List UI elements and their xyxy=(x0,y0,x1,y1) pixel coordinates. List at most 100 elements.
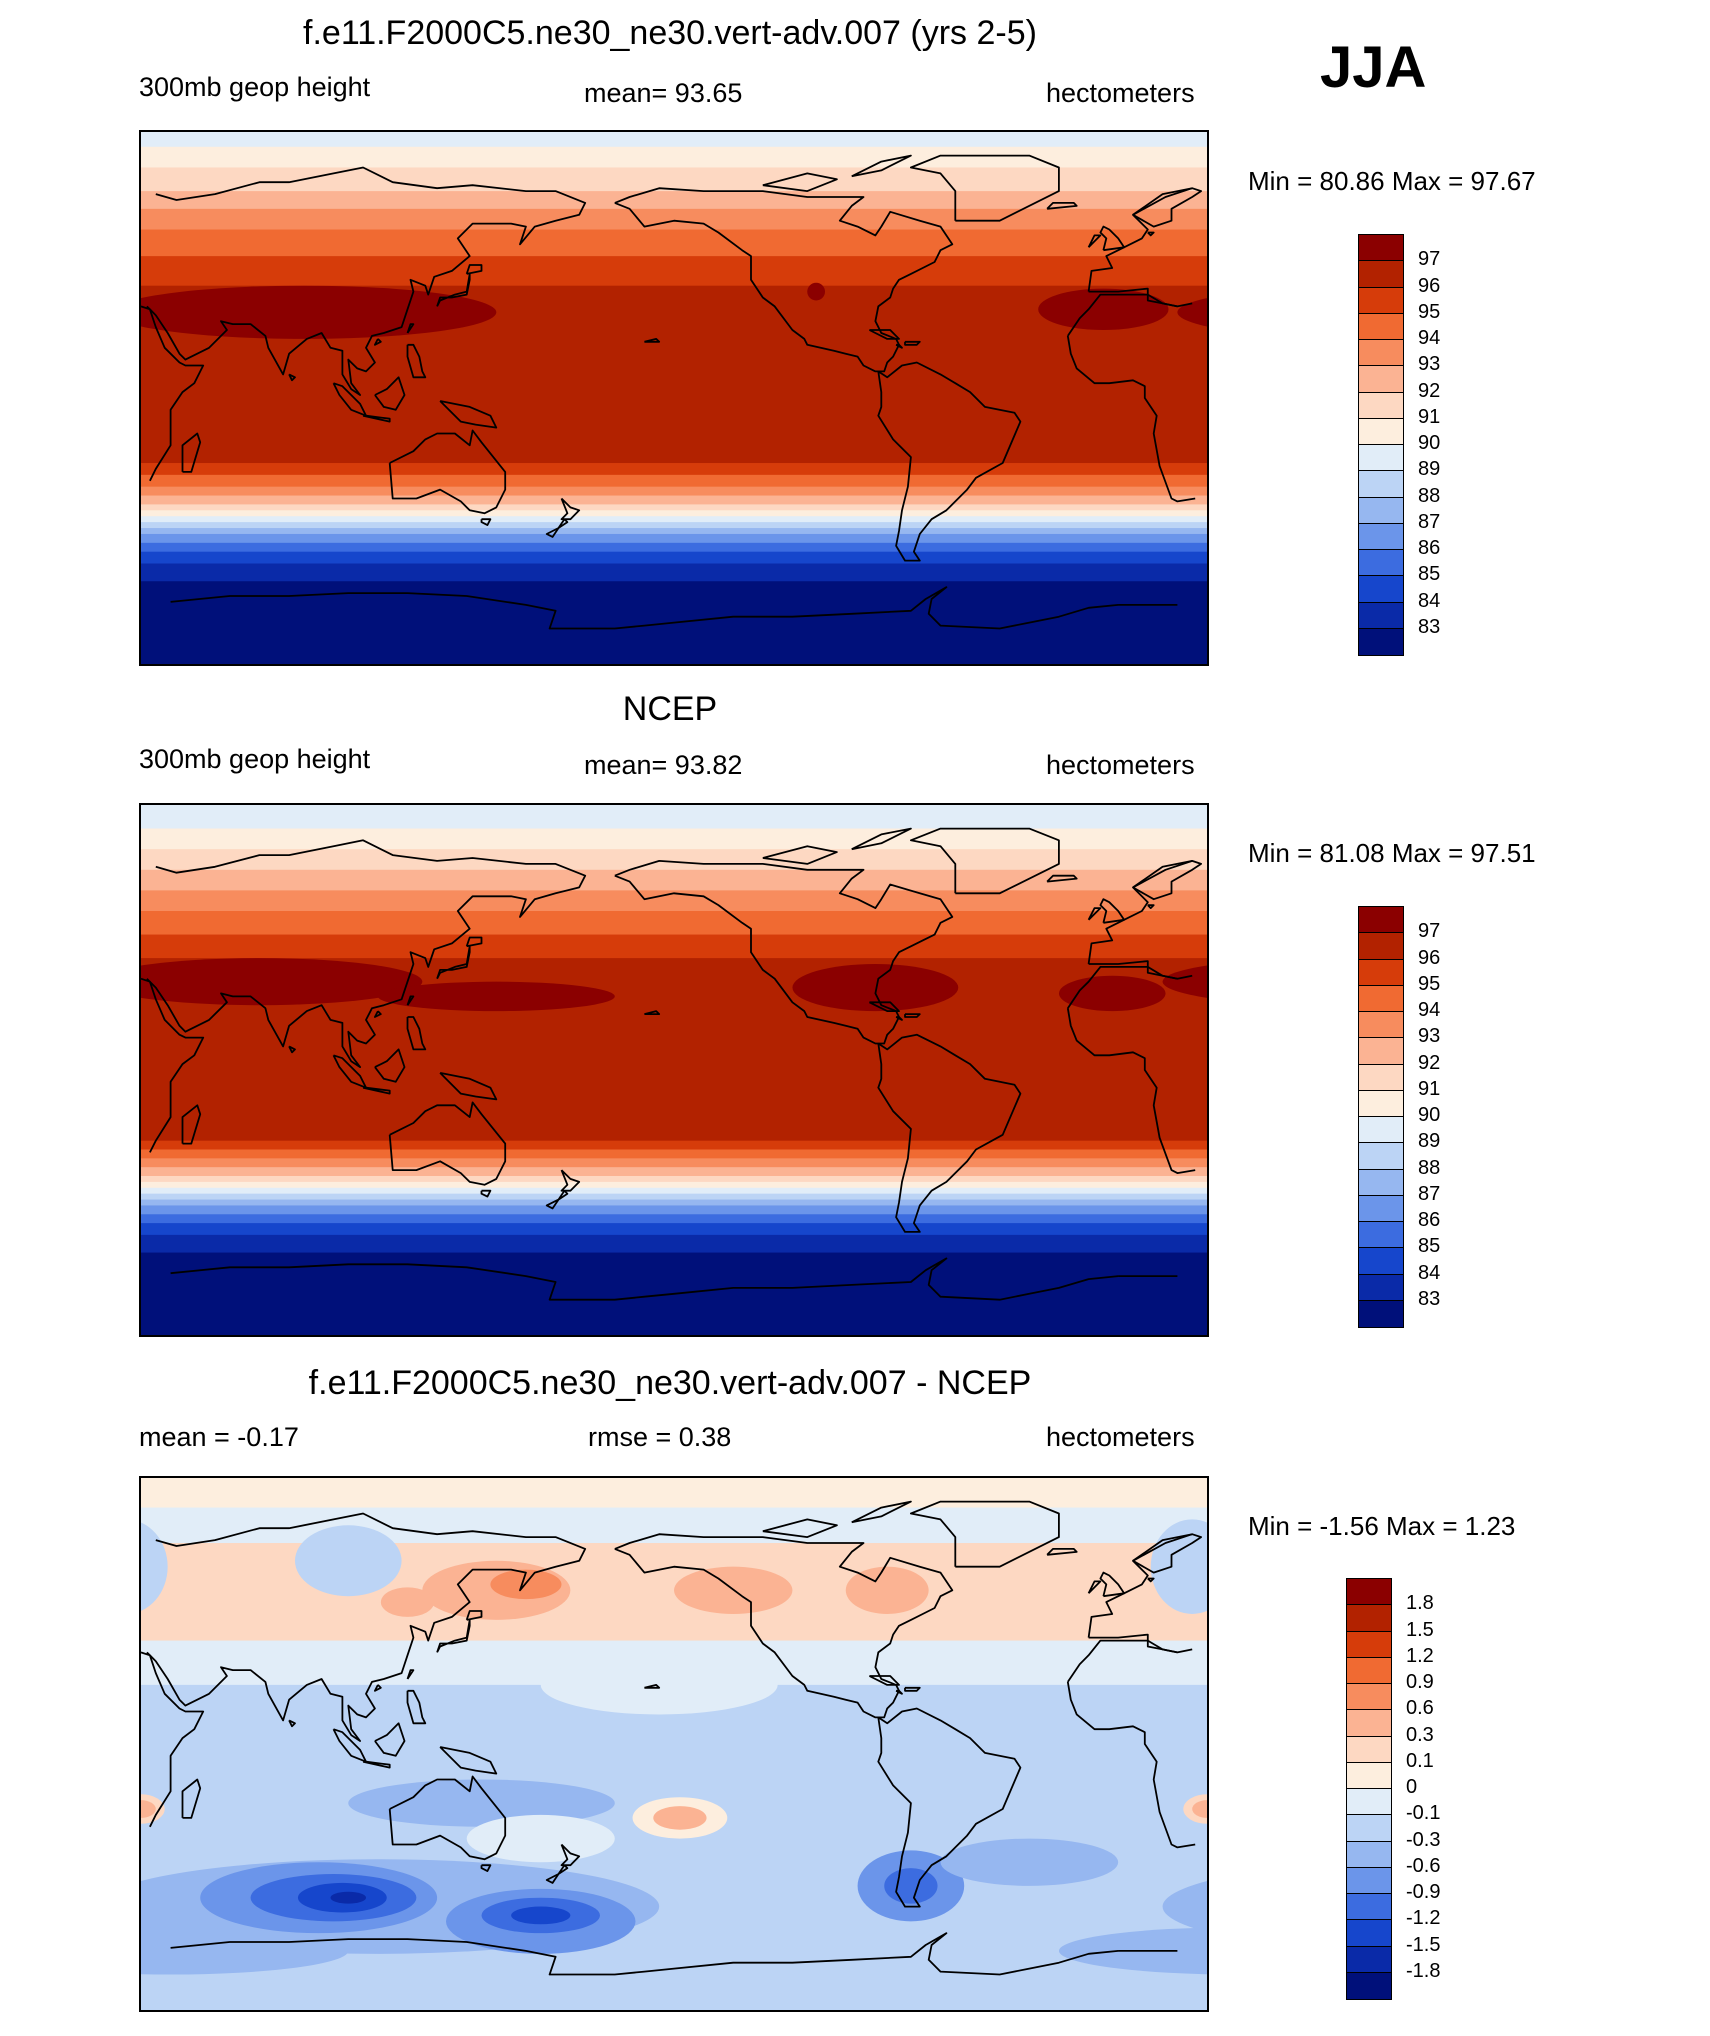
colorbar-label: 85 xyxy=(1418,563,1441,586)
contour-band xyxy=(141,208,1207,231)
contour-band xyxy=(141,1214,1207,1224)
colorbar-label: 96 xyxy=(1418,274,1441,297)
colorbar-swatch xyxy=(1358,1168,1404,1197)
colorbar-swatch xyxy=(1346,1630,1392,1659)
colorbar-swatch xyxy=(1346,1656,1392,1685)
contour-band xyxy=(141,1234,1207,1254)
coastline xyxy=(181,432,202,473)
coastline xyxy=(436,1619,471,1653)
coastline xyxy=(1147,231,1155,237)
colorbar-label: 95 xyxy=(1418,300,1441,323)
units-label: hectometers xyxy=(1046,750,1195,780)
coastline xyxy=(436,945,471,980)
contour-band xyxy=(141,516,1207,523)
colorbar-label: 97 xyxy=(1418,920,1441,943)
colorbar-swatch xyxy=(1358,260,1404,288)
colorbar-label: 83 xyxy=(1418,1287,1441,1310)
colorbar-label: 90 xyxy=(1418,432,1441,454)
coastline xyxy=(910,1500,1060,1568)
coastline xyxy=(545,518,569,538)
contour-band xyxy=(141,1187,1207,1195)
colorbar-label: 0.9 xyxy=(1406,1671,1434,1693)
map-panel-obs xyxy=(139,803,1209,1337)
mean-label: mean= 93.82 xyxy=(584,750,743,780)
colorbar-swatch xyxy=(1358,522,1404,551)
contour-band xyxy=(141,1149,1207,1159)
contour-band xyxy=(141,828,1207,850)
contour-band xyxy=(141,167,1207,192)
contour-band xyxy=(141,890,1207,912)
colorbar-label: 89 xyxy=(1418,1130,1441,1153)
coastline xyxy=(560,1843,581,1867)
coastline xyxy=(388,1101,507,1186)
coastline xyxy=(480,1864,492,1872)
coastline xyxy=(288,1045,296,1054)
coastline xyxy=(1132,187,1202,228)
map-panel-model xyxy=(139,130,1209,666)
contour-blob xyxy=(141,958,423,1006)
colorbar-label: 83 xyxy=(1418,615,1441,638)
min-max-label: Min = 80.86 Max = 97.67 xyxy=(1248,166,1536,196)
colorbar: 1.8 1.5 1.2 0.9 0.6 0.3 0.1 0 -0.1 -0.3 -0.6 -0.9 -1… xyxy=(1346,1578,1466,2000)
coastline xyxy=(644,338,661,343)
min-max-label: Min = 81.08 Max = 97.51 xyxy=(1248,838,1536,868)
coastline xyxy=(762,172,838,192)
colorbar-swatch xyxy=(1358,1194,1404,1223)
colorbar-swatch xyxy=(1358,234,1404,262)
colorbar-label: 94 xyxy=(1418,327,1441,349)
colorbar: 97 96 95 94 93 92 91 90 89 88 87 86 85 84 83 xyxy=(1358,906,1468,1328)
contour-blob xyxy=(511,1906,571,1925)
coastline xyxy=(465,264,483,275)
colorbar-label: 86 xyxy=(1418,537,1441,559)
coastline xyxy=(869,1001,900,1012)
coastline xyxy=(439,1072,498,1101)
contour-band xyxy=(141,522,1207,529)
colorbar-swatch xyxy=(1358,1063,1404,1092)
coastline xyxy=(895,343,903,349)
coastline xyxy=(895,1689,903,1695)
coastline xyxy=(868,1675,900,1686)
colorbar-swatch xyxy=(1346,1683,1392,1711)
contour-band xyxy=(141,849,1207,871)
coastline xyxy=(1087,234,1102,248)
colorbar-swatch xyxy=(1346,1604,1392,1632)
coastline xyxy=(904,1013,921,1018)
contour-band xyxy=(141,805,1207,830)
coastline xyxy=(480,518,492,526)
contour-blob xyxy=(1192,1800,1207,1818)
contour-band xyxy=(141,256,1207,287)
coastline xyxy=(181,1778,202,1819)
contour-band xyxy=(141,911,1207,936)
colorbar-swatch xyxy=(1358,286,1404,315)
colorbar-label: -1.2 xyxy=(1406,1907,1441,1930)
coastline xyxy=(1099,225,1125,252)
contour-band xyxy=(141,1205,1207,1215)
coastline xyxy=(406,343,427,379)
contour-band xyxy=(141,533,1207,544)
contour-blob xyxy=(807,282,826,301)
coastline xyxy=(465,1610,483,1621)
coastline xyxy=(1046,202,1078,210)
min-max-label: Min = -1.56 Max = 1.23 xyxy=(1248,1511,1516,1541)
coastline xyxy=(288,1719,296,1728)
colorbar-swatch xyxy=(1358,444,1404,472)
contour-blob xyxy=(792,964,959,1012)
coastline xyxy=(545,1190,569,1210)
colorbar-label: -1.8 xyxy=(1406,1959,1441,1982)
coastline xyxy=(644,1010,661,1015)
colorbar-swatch xyxy=(1358,1037,1404,1065)
contour-band xyxy=(141,563,1207,582)
coastline xyxy=(170,586,1178,630)
colorbar-label: 0.3 xyxy=(1406,1723,1434,1746)
colorbar-label: 1.8 xyxy=(1406,1592,1434,1615)
contour-band xyxy=(141,191,1207,210)
colorbar-label: 88 xyxy=(1418,1156,1441,1179)
colorbar-label: 0 xyxy=(1406,1776,1418,1798)
colorbar-label: -0.6 xyxy=(1406,1854,1441,1877)
coastline xyxy=(644,1684,661,1689)
coastline xyxy=(1147,904,1155,909)
contour-blob xyxy=(845,1566,929,1614)
coastline xyxy=(895,1016,903,1021)
colorbar-swatch xyxy=(1358,391,1404,420)
colorbar-swatch xyxy=(1358,417,1404,446)
